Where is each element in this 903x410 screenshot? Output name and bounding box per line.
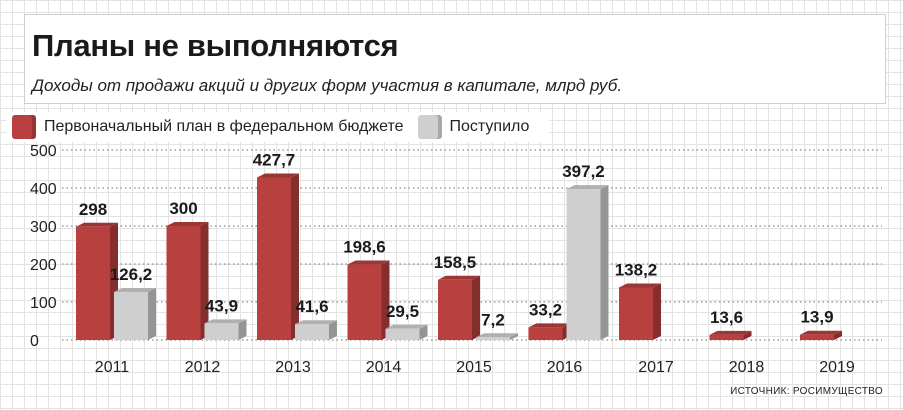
bar-plan-top: [257, 173, 299, 178]
bar-plan-top: [347, 260, 390, 265]
bar-received: [566, 189, 601, 340]
y-tick-label: 100: [30, 295, 57, 312]
bar-plan-side: [834, 330, 842, 340]
bar-plan: [347, 264, 382, 340]
bar-received-top: [385, 324, 428, 329]
y-tick-label: 400: [30, 181, 57, 198]
bar-received: [295, 324, 329, 340]
bar-received-side: [148, 288, 156, 340]
bar-received-top: [204, 319, 247, 324]
bar-received-top: [114, 288, 156, 293]
chart-subtitle: Доходы от продажи акций и других форм уч…: [32, 76, 623, 95]
data-label: 13,6: [710, 308, 743, 327]
x-tick-label: 2015: [456, 359, 492, 376]
bar-received-side: [510, 333, 518, 340]
bar-plan: [76, 226, 110, 340]
bar-received-top: [476, 333, 518, 338]
data-label: 13,9: [800, 308, 833, 327]
y-tick-label: 200: [30, 257, 57, 274]
data-label: 138,2: [615, 260, 658, 279]
data-label: 43,9: [205, 296, 238, 315]
bar-received-top: [566, 185, 609, 190]
data-label: 41,6: [295, 297, 328, 316]
bar-received-side: [600, 185, 609, 340]
bar-plan-side: [653, 283, 661, 340]
bar-plan: [166, 226, 201, 340]
bar-plan: [800, 334, 834, 340]
bar-plan-top: [166, 222, 209, 226]
bar-plan-top: [528, 323, 571, 328]
bar-received: [204, 323, 239, 340]
bar-plan-side: [291, 173, 299, 340]
x-tick-label: 2016: [547, 359, 583, 376]
x-tick-label: 2013: [275, 359, 311, 376]
chart-title: Планы не выполняются: [32, 28, 399, 63]
bar-received-top: [295, 320, 337, 325]
legend-label-received: Поступило: [449, 118, 530, 135]
bar-plan: [257, 177, 291, 340]
x-tick-label: 2011: [95, 359, 130, 376]
bar-received: [476, 337, 510, 340]
bar-received-side: [419, 324, 428, 340]
y-tick-label: 500: [30, 143, 57, 160]
chart-legend: Первоначальный план в федеральном бюджет…: [6, 112, 550, 142]
bar-plan-side: [743, 330, 752, 340]
data-label: 158,5: [434, 253, 477, 272]
bar-plan: [528, 327, 563, 340]
legend-swatch-received: [417, 115, 442, 139]
x-tick-label: 2012: [185, 359, 221, 376]
legend-swatch-plan: [12, 115, 36, 139]
bar-plan-top: [619, 283, 661, 288]
x-tick-label: 2017: [638, 359, 674, 376]
bar-plan: [438, 279, 472, 340]
bar-plan-side: [200, 222, 209, 340]
x-tick-label: 2014: [366, 359, 402, 376]
bar-received-side: [238, 319, 247, 340]
data-label: 298: [79, 200, 107, 219]
data-label: 126,2: [110, 265, 153, 284]
bar-received: [385, 328, 420, 340]
bar-received-side: [329, 320, 337, 340]
bar-plan-top: [76, 222, 118, 227]
y-tick-label: 300: [30, 219, 57, 236]
y-tick-label: 0: [30, 333, 39, 350]
source-note: ИСТОЧНИК: РОСИМУЩЕСТВО: [730, 386, 883, 397]
bar-received: [114, 292, 148, 340]
x-tick-label: 2018: [729, 359, 765, 376]
bar-plan-side: [381, 260, 390, 340]
data-label: 300: [169, 199, 197, 218]
bar-plan: [619, 287, 653, 340]
x-tick-label: 2019: [819, 359, 855, 376]
legend-label-plan: Первоначальный план в федеральном бюджет…: [44, 118, 404, 135]
bar-plan-side: [472, 275, 480, 340]
legend-item-plan: Первоначальный план в федеральном бюджет…: [12, 115, 404, 139]
legend-item-received: Поступило: [417, 115, 530, 139]
bar-plan-top: [438, 275, 480, 280]
data-label: 29,5: [386, 302, 419, 321]
data-label: 198,6: [343, 238, 386, 257]
data-label: 427,7: [253, 150, 296, 169]
bar-plan: [709, 334, 744, 340]
bar-plan-top: [709, 330, 752, 335]
data-label: 7,2: [481, 310, 505, 329]
bar-plan-top: [800, 330, 842, 335]
data-label: 33,2: [529, 300, 562, 319]
title-panel: [24, 14, 886, 104]
data-label: 397,2: [562, 162, 605, 181]
